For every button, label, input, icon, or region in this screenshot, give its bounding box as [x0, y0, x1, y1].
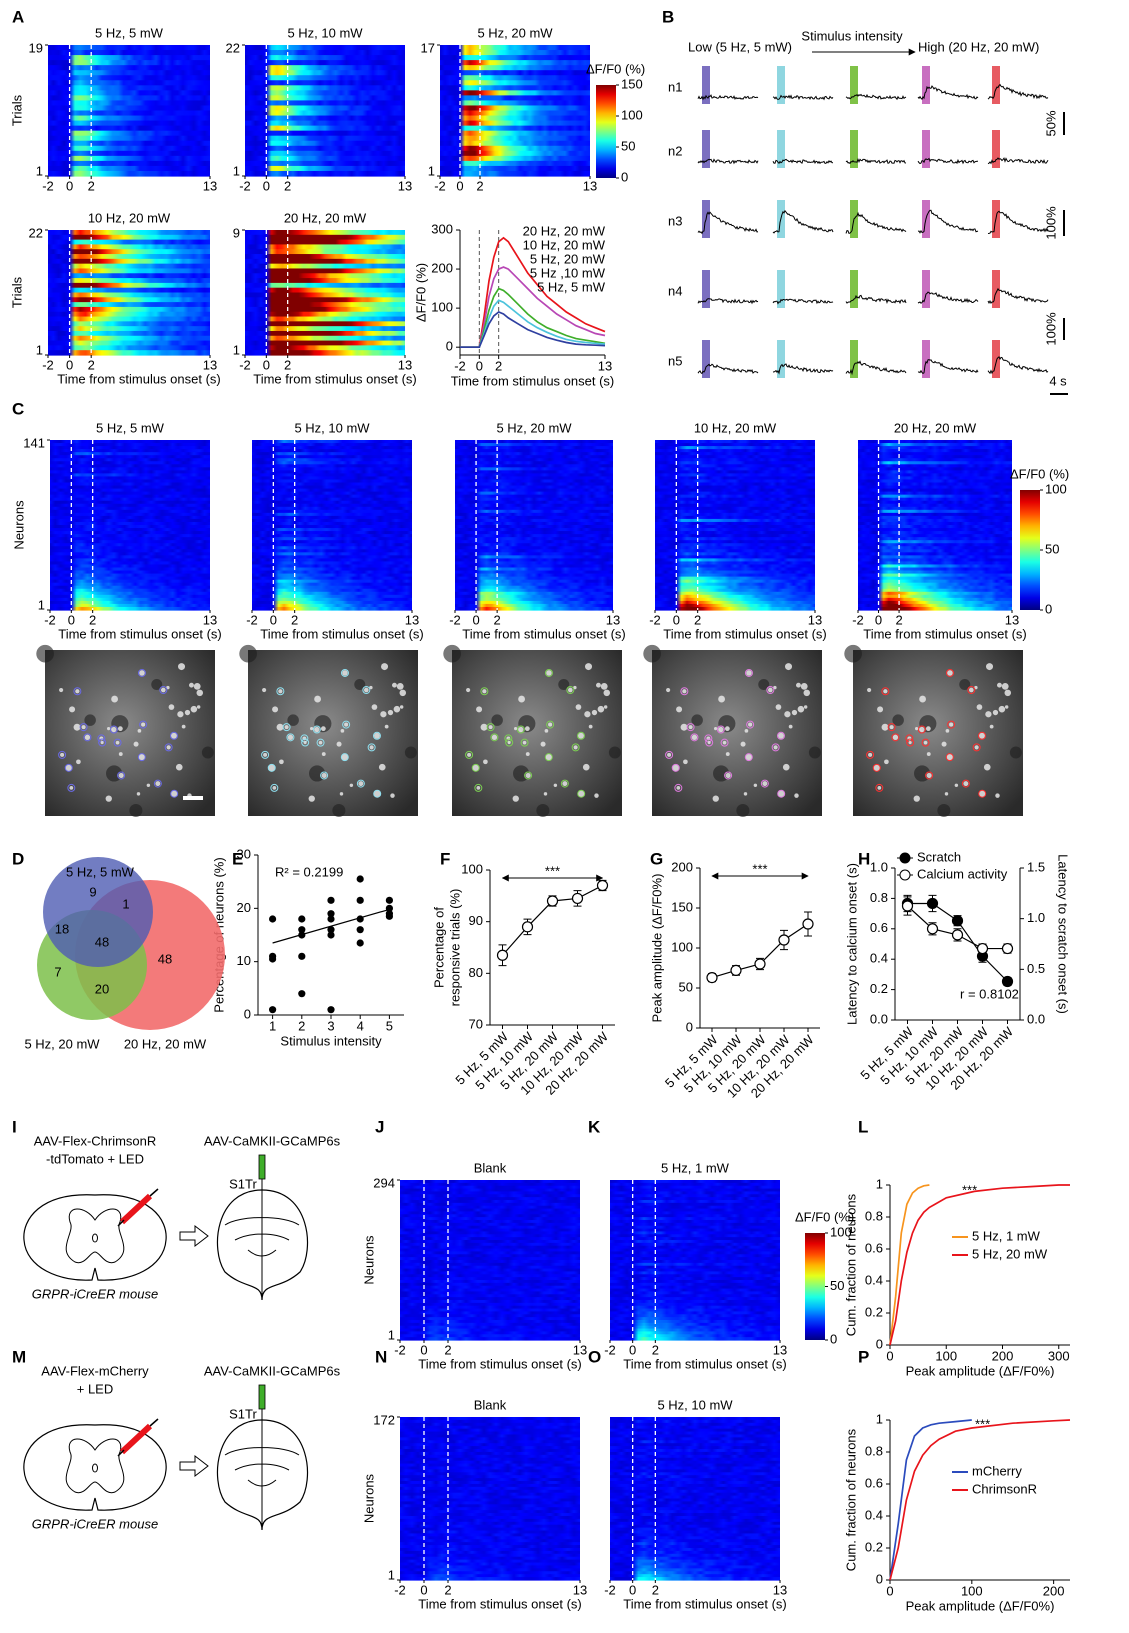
figure: ABCDEFGHIJKLMNOP-202131195 Hz, 5 mWTrial… — [0, 0, 1129, 1633]
